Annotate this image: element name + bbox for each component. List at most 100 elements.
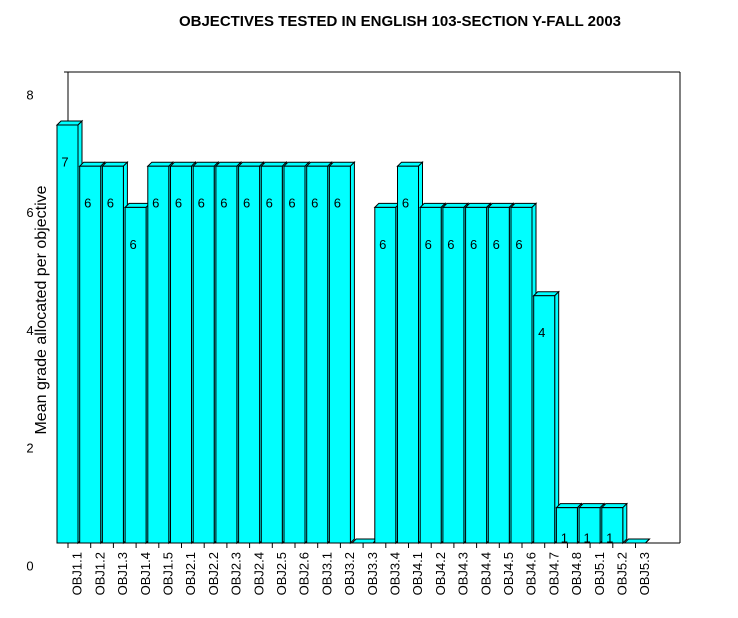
x-tick-label: OBJ1.5 xyxy=(160,552,175,595)
x-tick-label: OBJ5.2 xyxy=(614,552,629,595)
x-tick-label: OBJ3.3 xyxy=(365,552,380,595)
x-tick-label: OBJ3.4 xyxy=(387,552,402,595)
bar-face xyxy=(56,124,79,544)
chart-title: OBJECTIVES TESTED IN ENGLISH 103-SECTION… xyxy=(179,13,621,30)
bar xyxy=(509,202,538,545)
x-tick-label: OBJ2.2 xyxy=(206,552,221,595)
bar xyxy=(169,160,197,545)
bar xyxy=(373,202,402,545)
x-tick-label: OBJ4.4 xyxy=(478,552,493,595)
bar-face xyxy=(192,165,215,544)
bar-face xyxy=(510,206,533,544)
bar xyxy=(101,160,129,545)
bar-face xyxy=(170,165,192,544)
x-tick-label: OBJ5.3 xyxy=(637,552,652,595)
data-label: 1 xyxy=(583,530,590,545)
x-tick-label: OBJ4.5 xyxy=(501,552,516,595)
bar xyxy=(600,502,629,545)
data-label: 6 xyxy=(334,196,341,211)
bar xyxy=(55,119,84,545)
data-label: 6 xyxy=(243,196,250,211)
y-tick-label: 0 xyxy=(26,558,33,573)
data-label: 4 xyxy=(538,325,545,340)
bar-face xyxy=(328,165,351,544)
bar-face xyxy=(533,295,556,544)
bar-face xyxy=(79,165,102,544)
bar xyxy=(350,538,379,544)
bar-face xyxy=(215,165,238,544)
x-tick-label: OBJ1.4 xyxy=(138,552,153,595)
data-label: 6 xyxy=(515,237,522,252)
bar xyxy=(328,160,356,545)
bar xyxy=(123,202,152,545)
bar-face xyxy=(578,507,601,544)
bar-face xyxy=(101,165,124,544)
data-label: 1 xyxy=(561,530,568,545)
data-label: 6 xyxy=(152,196,159,211)
bar xyxy=(146,160,175,545)
bar-face xyxy=(465,206,488,544)
bar-face xyxy=(238,165,261,544)
bar xyxy=(441,202,470,545)
data-label: 6 xyxy=(107,196,114,211)
data-label: 6 xyxy=(402,196,409,211)
bar xyxy=(214,160,243,545)
bar-face xyxy=(601,507,624,544)
data-label: 6 xyxy=(288,196,295,211)
data-label: 1 xyxy=(606,530,613,545)
data-label: 6 xyxy=(220,196,227,211)
data-label: 6 xyxy=(447,237,454,252)
data-label: 6 xyxy=(493,237,500,252)
bar xyxy=(260,160,288,545)
data-label: 6 xyxy=(311,196,318,211)
bar-face xyxy=(622,502,628,545)
x-tick-label: OBJ4.8 xyxy=(569,552,584,595)
x-tick-label: OBJ2.3 xyxy=(229,552,244,595)
bar-face xyxy=(283,165,306,544)
bar-face xyxy=(419,206,442,544)
y-axis-label: Mean grade allocated per objective xyxy=(33,185,50,434)
bar xyxy=(418,202,447,545)
x-tick-label: OBJ4.7 xyxy=(546,552,561,595)
bar-face xyxy=(349,160,355,545)
bar xyxy=(191,160,220,545)
data-label: 6 xyxy=(175,196,182,211)
data-label: 6 xyxy=(266,196,273,211)
bar-face xyxy=(442,206,465,544)
bar xyxy=(282,160,311,545)
x-tick-label: OBJ4.3 xyxy=(456,552,471,595)
x-tick-label: OBJ1.3 xyxy=(115,552,130,595)
bar-face xyxy=(306,165,329,544)
data-label: 6 xyxy=(198,196,205,211)
bar-face xyxy=(374,206,397,544)
data-label: 6 xyxy=(84,196,91,211)
y-tick-label: 8 xyxy=(26,87,33,102)
bar xyxy=(396,160,424,545)
x-tick-label: OBJ3.2 xyxy=(342,552,357,595)
bar-face xyxy=(260,165,283,544)
bar xyxy=(305,160,333,545)
x-tick-label: OBJ5.1 xyxy=(592,552,607,595)
y-tick-label: 6 xyxy=(26,205,33,220)
x-tick-label: OBJ2.1 xyxy=(183,552,198,595)
data-label: 6 xyxy=(129,237,136,252)
bar-face xyxy=(645,538,650,544)
x-tick-label: OBJ1.2 xyxy=(92,552,107,595)
x-tick-label: OBJ1.1 xyxy=(70,552,85,595)
bar xyxy=(623,538,651,544)
bar-face xyxy=(397,165,419,544)
bar xyxy=(237,160,265,545)
bar xyxy=(464,202,492,545)
data-label: 7 xyxy=(61,154,68,169)
bar xyxy=(487,202,515,545)
bar-face xyxy=(124,206,147,544)
x-tick-label: OBJ4.1 xyxy=(410,552,425,595)
y-tick-label: 4 xyxy=(26,323,33,338)
x-tick-label: OBJ2.5 xyxy=(274,552,289,595)
x-tick-label: OBJ4.6 xyxy=(524,552,539,595)
x-tick-label: OBJ4.2 xyxy=(433,552,448,595)
x-tick-label: OBJ3.1 xyxy=(319,552,334,595)
y-tick-label: 2 xyxy=(26,441,33,456)
x-tick-label: OBJ2.4 xyxy=(251,552,266,595)
